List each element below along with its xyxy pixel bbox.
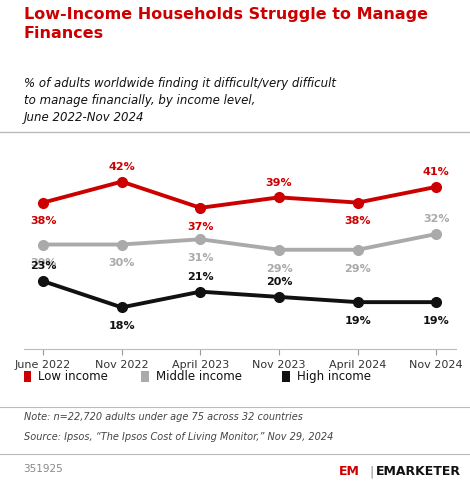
Text: 30%: 30% bbox=[30, 258, 56, 268]
Text: 30%: 30% bbox=[109, 258, 135, 268]
Text: Source: Ipsos, “The Ipsos Cost of Living Monitor,” Nov 29, 2024: Source: Ipsos, “The Ipsos Cost of Living… bbox=[24, 432, 333, 442]
Text: Low-Income Households Struggle to Manage
Finances: Low-Income Households Struggle to Manage… bbox=[24, 7, 428, 41]
Text: Note: n=22,720 adults under age 75 across 32 countries: Note: n=22,720 adults under age 75 acros… bbox=[24, 412, 302, 422]
Text: High income: High income bbox=[297, 370, 371, 383]
Text: 29%: 29% bbox=[344, 263, 371, 273]
Text: 19%: 19% bbox=[423, 316, 450, 326]
Text: 29%: 29% bbox=[266, 263, 292, 273]
Text: 20%: 20% bbox=[266, 277, 292, 287]
Text: 37%: 37% bbox=[187, 222, 214, 232]
Text: 31%: 31% bbox=[187, 253, 214, 263]
Text: EM: EM bbox=[338, 465, 359, 478]
Text: 38%: 38% bbox=[345, 217, 371, 227]
Text: 32%: 32% bbox=[423, 214, 449, 225]
Text: 21%: 21% bbox=[187, 272, 214, 282]
Text: Middle income: Middle income bbox=[156, 370, 242, 383]
Text: 38%: 38% bbox=[30, 217, 56, 227]
Text: 19%: 19% bbox=[344, 316, 371, 326]
Text: 351925: 351925 bbox=[24, 464, 63, 474]
Text: % of adults worldwide finding it difficult/very difficult
to manage financially,: % of adults worldwide finding it difficu… bbox=[24, 77, 336, 124]
Text: 41%: 41% bbox=[423, 167, 450, 177]
Text: 42%: 42% bbox=[109, 162, 135, 172]
Text: 18%: 18% bbox=[109, 321, 135, 331]
Text: Low income: Low income bbox=[39, 370, 108, 383]
Text: |: | bbox=[369, 465, 373, 478]
Text: EMARKETER: EMARKETER bbox=[376, 465, 461, 478]
Text: 39%: 39% bbox=[266, 178, 292, 188]
Text: 23%: 23% bbox=[30, 261, 56, 271]
